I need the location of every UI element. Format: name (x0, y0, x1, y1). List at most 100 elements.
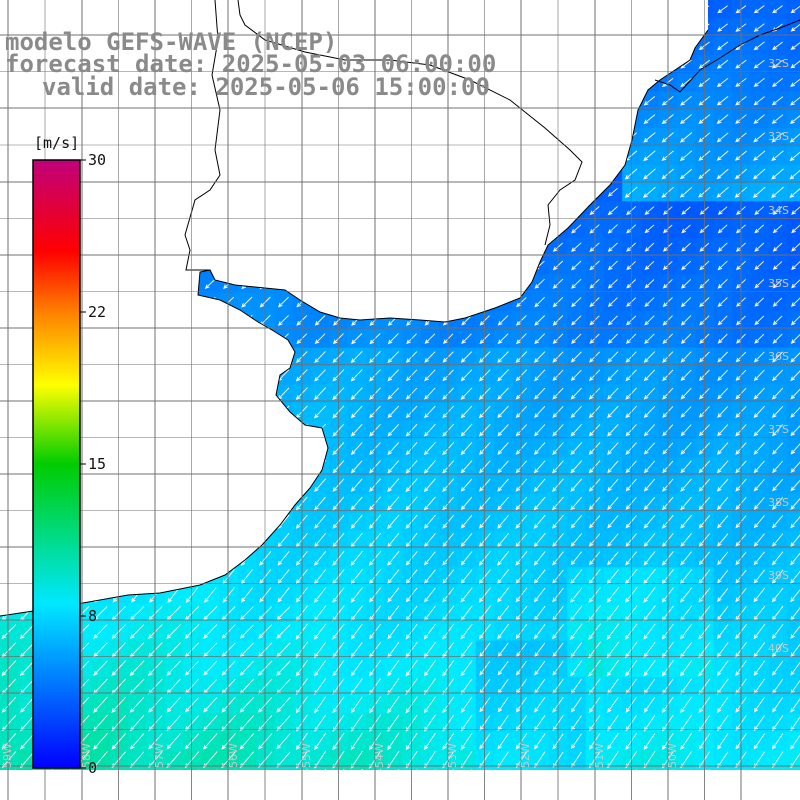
wind-arrow (753, 569, 765, 584)
wind-arrow (643, 660, 656, 677)
wind-arrow (717, 533, 729, 547)
wind-arrow (716, 150, 729, 161)
latitude-label: 32S (768, 57, 789, 70)
wind-arrow (772, 715, 784, 732)
wind-arrow (753, 23, 765, 32)
wind-arrow (1, 660, 17, 677)
wind-arrow (478, 533, 491, 548)
wind-arrow (790, 388, 800, 400)
wind-arrow (479, 697, 491, 713)
latitude-label: 36S (768, 350, 789, 363)
wind-speed-cell (329, 768, 349, 770)
wind-arrow (570, 369, 582, 382)
wind-arrow (607, 224, 618, 234)
wind-arrow (526, 769, 527, 770)
wind-arrow (460, 369, 473, 382)
wind-arrow (753, 5, 765, 14)
longitude-label: 56W (227, 743, 240, 768)
wind-arrow (533, 496, 546, 511)
wind-arrow (387, 660, 400, 677)
wind-arrow (643, 732, 656, 750)
longitude-label: 55W (300, 743, 313, 768)
wind-arrow (790, 315, 800, 326)
wind-arrow (716, 678, 729, 695)
longitude-label: 54W (373, 743, 386, 768)
wind-arrow (20, 733, 35, 750)
wind-speed-cell (786, 311, 800, 330)
wind-arrow (423, 659, 436, 677)
wind-speed-cell (695, 787, 714, 800)
wind-arrow (717, 5, 728, 14)
landmass (0, 0, 708, 616)
wind-arrow (544, 769, 545, 770)
wind-arrow (717, 496, 729, 511)
wind-arrow (70, 769, 72, 770)
wind-arrow (607, 387, 619, 400)
wind-speed-cell (530, 768, 550, 770)
wind-arrow (717, 23, 728, 32)
wind-arrow (571, 242, 582, 253)
wind-arrow (643, 96, 656, 106)
wind-arrow (717, 569, 729, 584)
wind-arrow (717, 333, 728, 344)
wind-arrow (515, 587, 528, 603)
wind-arrow (772, 697, 784, 713)
wind-arrow (752, 186, 766, 198)
wind-speed-cell (347, 768, 367, 770)
wind-speed-cell (786, 274, 800, 294)
wind-arrow (772, 515, 784, 529)
wind-arrow (571, 315, 582, 326)
wind-speed-cell (786, 73, 800, 93)
wind-arrow (111, 696, 127, 713)
wind-arrow (276, 733, 291, 750)
latitude-labels: 32S 33S 34S 35S 36S 37S 38S 39S 40S (768, 57, 789, 655)
wind-arrow (314, 351, 326, 364)
wind-arrow (423, 696, 436, 714)
wind-arrow (148, 660, 163, 676)
wind-speed-cell (786, 366, 800, 385)
wind-arrow (643, 114, 656, 124)
wind-arrow (643, 587, 656, 603)
wind-arrow (570, 515, 583, 529)
wind-arrow (387, 369, 400, 382)
wind-arrow (753, 168, 766, 180)
wind-arrow (478, 369, 491, 382)
wind-arrow (534, 296, 545, 308)
wind-arrow (717, 733, 729, 750)
wind-arrow (754, 242, 765, 252)
wind-arrow (753, 96, 765, 106)
wind-speed-cell (201, 787, 220, 800)
wind-arrow (772, 733, 784, 750)
wind-arrow (424, 732, 436, 750)
wind-arrow (533, 478, 546, 492)
wind-arrow (161, 769, 163, 770)
wind-arrow (772, 497, 784, 510)
wind-arrow (166, 660, 181, 676)
wind-speed-cell (641, 787, 660, 800)
wind-arrow (515, 369, 528, 382)
latitude-label: 38S (768, 496, 789, 509)
wind-arrow (771, 624, 784, 640)
wind-arrow (607, 423, 619, 437)
wind-arrow (460, 351, 473, 363)
wind-arrow (754, 206, 765, 215)
wind-arrow (644, 260, 655, 271)
wind-arrow (387, 333, 399, 345)
wind-arrow (471, 769, 473, 770)
wind-speed-cell (256, 768, 276, 770)
wind-arrow (460, 442, 473, 456)
wind-arrow (350, 660, 363, 677)
wind-arrow (717, 260, 728, 271)
wind-arrow (771, 186, 784, 198)
wind-arrow (753, 405, 765, 419)
wind-arrow (753, 351, 765, 363)
wind-arrow (716, 660, 729, 677)
wind-arrow (772, 442, 784, 455)
wind-arrow (790, 443, 800, 455)
wind-arrow (424, 387, 436, 400)
wind-arrow (184, 697, 200, 713)
wind-arrow (643, 496, 656, 511)
wind-arrow (771, 405, 784, 418)
wind-arrow (479, 660, 491, 676)
wind-arrow (497, 496, 509, 511)
